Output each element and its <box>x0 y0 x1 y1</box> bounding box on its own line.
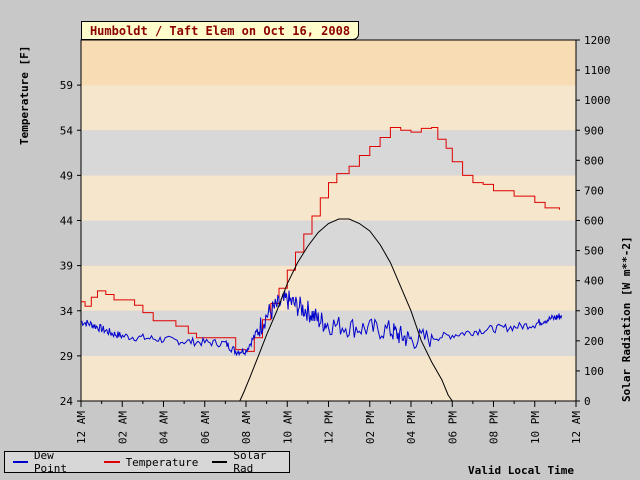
band-54 <box>81 85 576 131</box>
x-tick-label: 02 AM <box>116 411 129 444</box>
right-tick-label: 400 <box>584 275 604 288</box>
x-tick-label: 06 PM <box>446 411 459 444</box>
legend-label-solar-rad: Solar Rad <box>233 449 267 475</box>
right-tick-label: 900 <box>584 124 604 137</box>
x-tick-label: 12 AM <box>570 411 583 444</box>
x-tick-label: 12 AM <box>75 411 88 444</box>
right-tick-label: 800 <box>584 154 604 167</box>
right-tick-label: 100 <box>584 365 604 378</box>
x-tick-label: 08 AM <box>240 411 253 444</box>
left-tick-label: 39 <box>60 260 73 273</box>
right-axis-title: Solar Radiation [W m**-2] <box>620 236 633 402</box>
legend-swatch-temperature <box>103 461 120 463</box>
right-tick-label: 1000 <box>584 94 611 107</box>
band-59 <box>81 40 576 86</box>
legend-swatch-dew-point <box>13 461 28 463</box>
series-line-temperature <box>81 127 560 352</box>
series-line-solar-rad <box>239 218 459 402</box>
right-tick-label: 200 <box>584 335 604 348</box>
right-tick-label: 0 <box>584 395 591 408</box>
legend-item-solar-rad: Solar Rad <box>212 449 289 475</box>
band-34 <box>81 265 576 311</box>
legend-label-dew-point: Dew Point <box>33 449 68 475</box>
right-tick-label: 500 <box>584 245 604 258</box>
series-layer <box>80 127 563 402</box>
x-axis-ticks: 12 AM 02 AM 04 AM 06 AM 08 AM 10 AM 12 PM 02 PM… <box>75 401 583 444</box>
background-bands <box>81 40 576 401</box>
left-tick-label: 49 <box>60 169 73 182</box>
x-tick-label: 08 PM <box>488 411 501 444</box>
right-axis-ticks: 0 100 200 300 400 500 600 700 800 900 1000 1100 1200 <box>576 34 611 408</box>
legend-item-temperature: Temperature <box>103 455 199 469</box>
band-39 <box>81 220 576 266</box>
left-tick-label: 29 <box>60 350 73 363</box>
left-tick-label: 44 <box>60 215 74 228</box>
right-tick-label: 1100 <box>584 64 611 77</box>
series-line-dew-point <box>80 290 563 357</box>
x-tick-label: 02 PM <box>364 411 377 444</box>
left-tick-label: 54 <box>60 124 74 137</box>
x-tick-label: 04 PM <box>405 411 418 444</box>
band-29 <box>81 310 576 356</box>
legend: Dew Point Temperature Solar Rad <box>4 449 290 475</box>
legend-item-dew-point: Dew Point <box>13 449 90 475</box>
left-axis-ticks: 24 29 34 39 44 49 54 59 <box>60 79 81 408</box>
right-tick-label: 700 <box>584 184 604 197</box>
chart-title: Humboldt / Taft Elem on Oct 16, 2008 <box>81 21 359 40</box>
left-axis-title: Temperature [F] <box>18 46 31 145</box>
x-tick-label: 10 PM <box>529 411 542 444</box>
x-tick-label: 06 AM <box>199 411 212 444</box>
band-49 <box>81 130 576 176</box>
x-axis-title: Valid Local Time <box>468 464 574 477</box>
right-tick-label: 300 <box>584 305 604 318</box>
left-tick-label: 59 <box>60 79 73 92</box>
legend-swatch-solar-rad <box>212 461 228 463</box>
x-tick-label: 12 PM <box>323 411 336 444</box>
x-tick-label: 04 AM <box>158 411 171 444</box>
left-tick-label: 24 <box>60 395 74 408</box>
left-tick-label: 34 <box>60 305 74 318</box>
right-tick-label: 600 <box>584 215 604 228</box>
legend-label-temperature: Temperature <box>125 455 199 469</box>
right-tick-label: 1200 <box>584 34 611 47</box>
x-tick-label: 10 AM <box>281 411 294 444</box>
band-24 <box>81 355 576 401</box>
